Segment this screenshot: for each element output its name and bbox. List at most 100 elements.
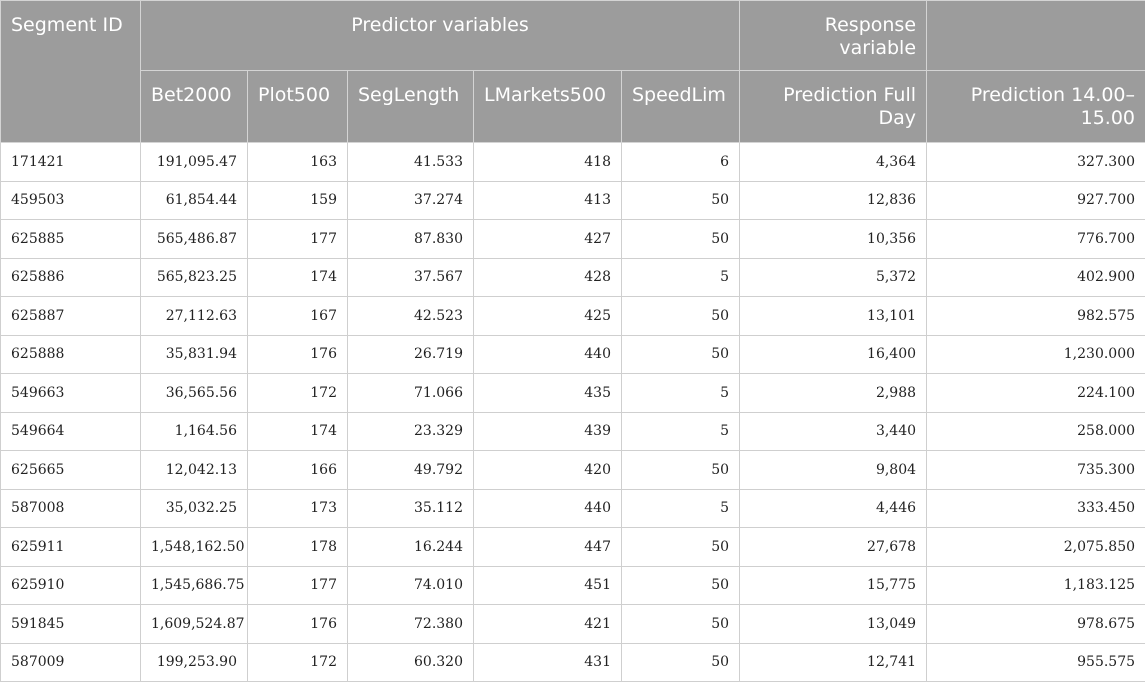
cell-prediction-full-day: 4,446 bbox=[740, 489, 927, 528]
cell-prediction-hour: 333.450 bbox=[927, 489, 1145, 528]
cell-prediction-hour: 327.300 bbox=[927, 143, 1145, 182]
cell-lmarkets500: 420 bbox=[474, 451, 622, 490]
cell-lmarkets500: 440 bbox=[474, 335, 622, 374]
cell-prediction-full-day: 16,400 bbox=[740, 335, 927, 374]
cell-prediction-hour: 735.300 bbox=[927, 451, 1145, 490]
cell-seglength: 87.830 bbox=[348, 220, 474, 259]
header-predictor-variables: Predictor variables bbox=[141, 1, 740, 71]
cell-lmarkets500: 431 bbox=[474, 643, 622, 682]
cell-lmarkets500: 435 bbox=[474, 374, 622, 413]
cell-prediction-hour: 776.700 bbox=[927, 220, 1145, 259]
cell-bet2000: 35,831.94 bbox=[141, 335, 248, 374]
header-seglength: SegLength bbox=[348, 71, 474, 143]
cell-segment-id: 625888 bbox=[1, 335, 141, 374]
cell-speedlim: 50 bbox=[622, 643, 740, 682]
cell-bet2000: 565,486.87 bbox=[141, 220, 248, 259]
cell-prediction-full-day: 4,364 bbox=[740, 143, 927, 182]
header-prediction-full-day: Prediction Full Day bbox=[740, 71, 927, 143]
cell-prediction-hour: 258.000 bbox=[927, 412, 1145, 451]
cell-lmarkets500: 427 bbox=[474, 220, 622, 259]
cell-segment-id: 171421 bbox=[1, 143, 141, 182]
cell-prediction-hour: 1,183.125 bbox=[927, 566, 1145, 605]
cell-plot500: 166 bbox=[248, 451, 348, 490]
cell-speedlim: 50 bbox=[622, 451, 740, 490]
cell-seglength: 26.719 bbox=[348, 335, 474, 374]
cell-segment-id: 549663 bbox=[1, 374, 141, 413]
cell-lmarkets500: 413 bbox=[474, 181, 622, 220]
cell-bet2000: 35,032.25 bbox=[141, 489, 248, 528]
cell-speedlim: 50 bbox=[622, 220, 740, 259]
cell-bet2000: 1,164.56 bbox=[141, 412, 248, 451]
cell-speedlim: 6 bbox=[622, 143, 740, 182]
header-lmarkets500: LMarkets500 bbox=[474, 71, 622, 143]
cell-speedlim: 50 bbox=[622, 297, 740, 336]
cell-lmarkets500: 428 bbox=[474, 258, 622, 297]
cell-seglength: 60.320 bbox=[348, 643, 474, 682]
cell-seglength: 37.567 bbox=[348, 258, 474, 297]
cell-prediction-hour: 224.100 bbox=[927, 374, 1145, 413]
cell-bet2000: 565,823.25 bbox=[141, 258, 248, 297]
cell-seglength: 72.380 bbox=[348, 605, 474, 644]
cell-plot500: 174 bbox=[248, 412, 348, 451]
cell-prediction-hour: 978.675 bbox=[927, 605, 1145, 644]
cell-prediction-full-day: 9,804 bbox=[740, 451, 927, 490]
cell-lmarkets500: 418 bbox=[474, 143, 622, 182]
cell-prediction-full-day: 12,741 bbox=[740, 643, 927, 682]
cell-plot500: 177 bbox=[248, 566, 348, 605]
cell-plot500: 174 bbox=[248, 258, 348, 297]
cell-prediction-hour: 402.900 bbox=[927, 258, 1145, 297]
header-bet2000: Bet2000 bbox=[141, 71, 248, 143]
cell-prediction-hour: 955.575 bbox=[927, 643, 1145, 682]
cell-prediction-hour: 2,075.850 bbox=[927, 528, 1145, 567]
cell-plot500: 173 bbox=[248, 489, 348, 528]
cell-segment-id: 625910 bbox=[1, 566, 141, 605]
cell-speedlim: 50 bbox=[622, 181, 740, 220]
cell-seglength: 41.533 bbox=[348, 143, 474, 182]
cell-speedlim: 50 bbox=[622, 335, 740, 374]
cell-speedlim: 5 bbox=[622, 258, 740, 297]
cell-bet2000: 1,609,524.87 bbox=[141, 605, 248, 644]
cell-plot500: 172 bbox=[248, 374, 348, 413]
table-header: Segment ID Predictor variables Response … bbox=[1, 1, 1145, 143]
cell-segment-id: 459503 bbox=[1, 181, 141, 220]
cell-plot500: 172 bbox=[248, 643, 348, 682]
cell-seglength: 23.329 bbox=[348, 412, 474, 451]
cell-lmarkets500: 451 bbox=[474, 566, 622, 605]
cell-plot500: 178 bbox=[248, 528, 348, 567]
cell-plot500: 159 bbox=[248, 181, 348, 220]
cell-lmarkets500: 421 bbox=[474, 605, 622, 644]
cell-segment-id: 549664 bbox=[1, 412, 141, 451]
cell-segment-id: 625885 bbox=[1, 220, 141, 259]
cell-plot500: 176 bbox=[248, 335, 348, 374]
header-plot500: Plot500 bbox=[248, 71, 348, 143]
cell-plot500: 163 bbox=[248, 143, 348, 182]
cell-speedlim: 50 bbox=[622, 605, 740, 644]
cell-speedlim: 5 bbox=[622, 374, 740, 413]
cell-seglength: 49.792 bbox=[348, 451, 474, 490]
cell-prediction-full-day: 5,372 bbox=[740, 258, 927, 297]
cell-bet2000: 1,548,162.50 bbox=[141, 528, 248, 567]
header-response-variable: Response variable bbox=[740, 1, 927, 71]
cell-plot500: 177 bbox=[248, 220, 348, 259]
cell-lmarkets500: 440 bbox=[474, 489, 622, 528]
cell-bet2000: 61,854.44 bbox=[141, 181, 248, 220]
cell-speedlim: 5 bbox=[622, 489, 740, 528]
cell-speedlim: 50 bbox=[622, 566, 740, 605]
cell-prediction-full-day: 27,678 bbox=[740, 528, 927, 567]
cell-bet2000: 199,253.90 bbox=[141, 643, 248, 682]
cell-bet2000: 36,565.56 bbox=[141, 374, 248, 413]
cell-seglength: 16.244 bbox=[348, 528, 474, 567]
cell-lmarkets500: 439 bbox=[474, 412, 622, 451]
cell-seglength: 35.112 bbox=[348, 489, 474, 528]
